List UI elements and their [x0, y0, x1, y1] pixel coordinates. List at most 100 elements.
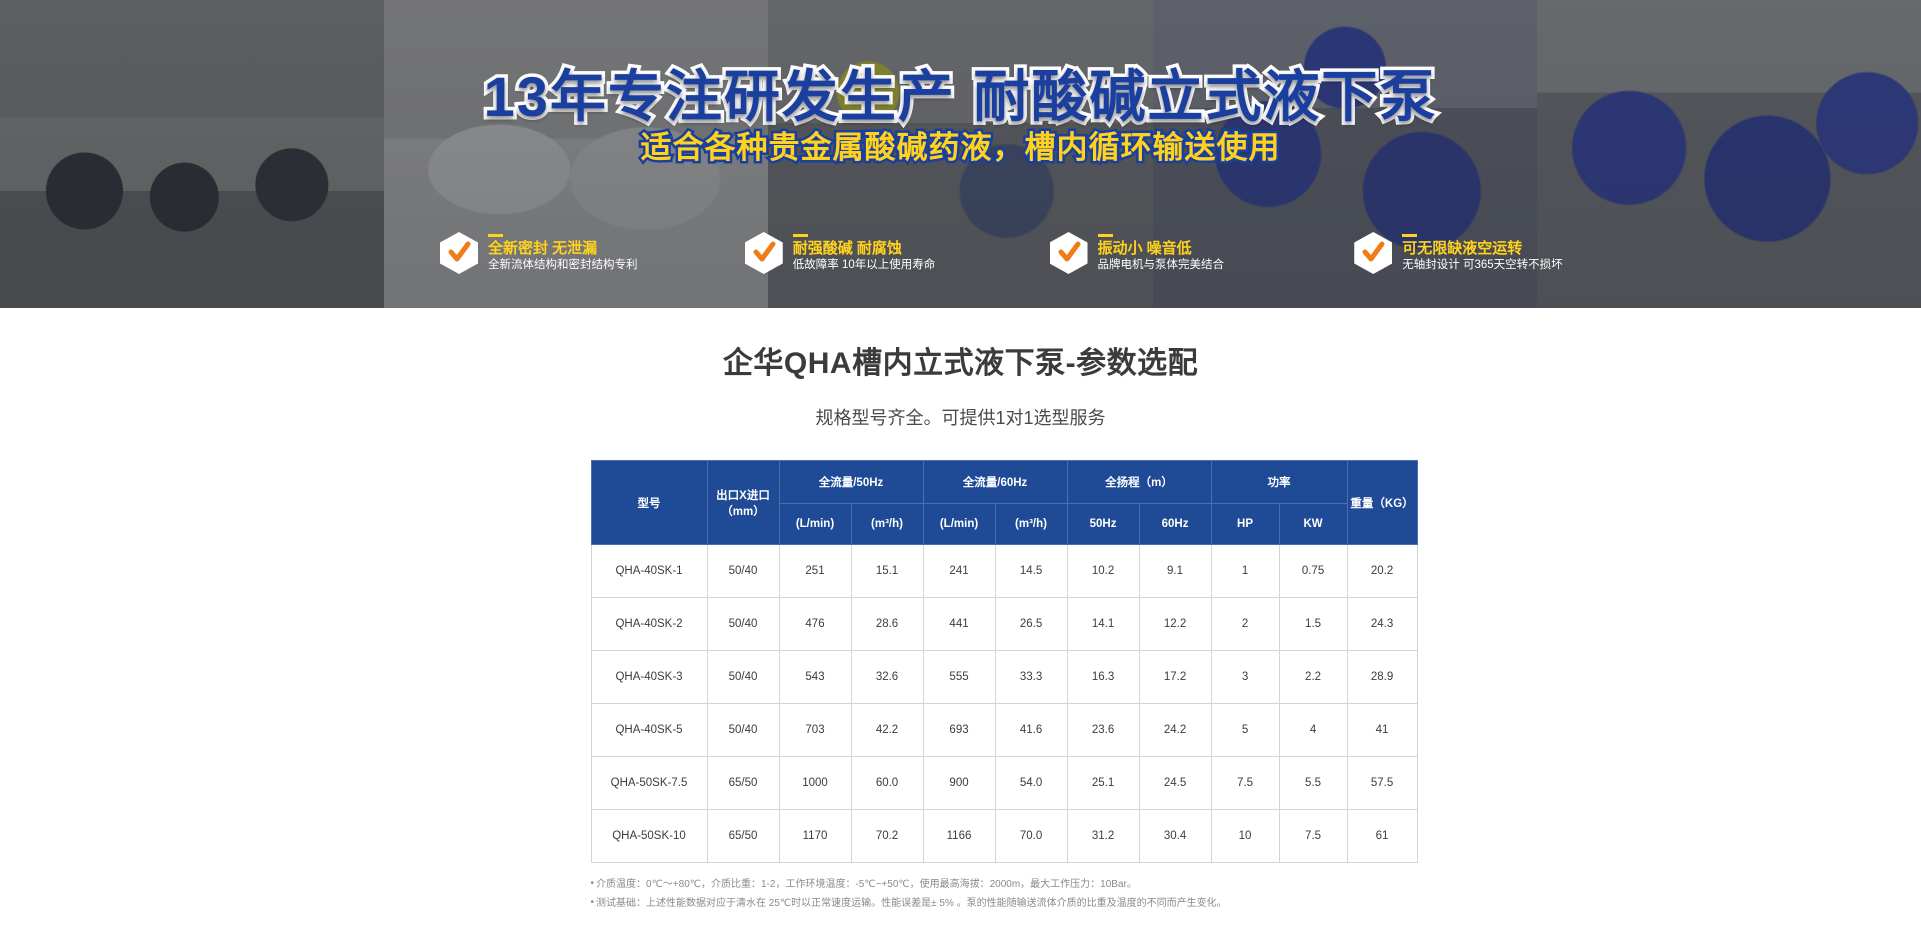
cell-f50-m3h: 60.0	[850, 756, 924, 810]
cell-head-60hz: 9.1	[1138, 544, 1212, 598]
cell-weight: 24.3	[1346, 597, 1418, 651]
spec-table-body: QHA-40SK-1 50/40 251 15.1 241 14.5 10.2 9.1 1 0.7…	[590, 544, 1418, 863]
cell-port: 50/40	[706, 597, 780, 651]
col-header-f60-m3h: (m³/h)	[994, 503, 1068, 545]
banner-feature-list: 全新密封 无泄漏 全新流体结构和密封结构专利 耐强酸碱 耐腐蚀 低故障率 10年…	[440, 232, 1631, 274]
hero-banner: 13年专注研发生产 耐酸碱立式液下泵 适合各种贵金属酸碱药液，槽内循环输送使用 …	[0, 0, 1921, 308]
cell-f50-m3h: 42.2	[850, 703, 924, 757]
table-row: QHA-50SK-10 65/50 1170 70.2 1166 70.0 31.2 30.4…	[590, 809, 1418, 863]
cell-weight: 41	[1346, 703, 1418, 757]
cell-head-50hz: 31.2	[1066, 809, 1140, 863]
cell-f60-lmin: 693	[922, 703, 996, 757]
feature-title: 可无限缺液空运转	[1402, 239, 1523, 257]
cell-port: 50/40	[706, 544, 780, 598]
cell-head-50hz: 23.6	[1066, 703, 1140, 757]
cell-port: 50/40	[706, 703, 780, 757]
footnote-item: • 测试基础：上述性能数据对应于清水在 25℃时以正常速度运输。性能误差是± 5%…	[590, 897, 1227, 909]
table-row: QHA-40SK-5 50/40 703 42.2 693 41.6 23.6 24.2 5 4 4…	[590, 703, 1418, 757]
cell-head-50hz: 14.1	[1066, 597, 1140, 651]
feature-subtitle: 品牌电机与泵体完美结合	[1097, 259, 1225, 272]
col-header-flow-50hz: 全流量/50Hz	[778, 460, 924, 504]
cell-f60-lmin: 241	[922, 544, 996, 598]
cell-hp: 2	[1210, 597, 1280, 651]
cell-model: QHA-40SK-5	[590, 703, 708, 757]
cell-hp: 1	[1210, 544, 1280, 598]
feature-subtitle: 全新流体结构和密封结构专利	[488, 259, 638, 272]
cell-f50-lmin: 476	[778, 597, 852, 651]
cell-hp: 3	[1210, 650, 1280, 704]
spec-table-wrapper: 型号 出口X进口 （mm） 全流量/50Hz 全流量/60Hz 全扬程（m） 功…	[590, 460, 1418, 863]
check-hexagon-icon	[1354, 232, 1393, 274]
cell-head-60hz: 24.5	[1138, 756, 1212, 810]
col-header-port: 出口X进口 （mm）	[706, 460, 780, 545]
table-row: QHA-40SK-3 50/40 543 32.6 555 33.3 16.3 17.2 3 2.…	[590, 650, 1418, 704]
feature-dash	[1402, 233, 1418, 237]
cell-f60-m3h: 33.3	[994, 650, 1068, 704]
cell-head-60hz: 17.2	[1138, 650, 1212, 704]
feature-dash	[792, 233, 808, 237]
col-header-hp: HP	[1210, 503, 1280, 545]
cell-model: QHA-40SK-3	[590, 650, 708, 704]
col-header-model: 型号	[590, 460, 708, 545]
banner-dark-overlay	[0, 0, 1921, 308]
cell-f50-lmin: 543	[778, 650, 852, 704]
cell-weight: 28.9	[1346, 650, 1418, 704]
cell-f60-lmin: 441	[922, 597, 996, 651]
check-hexagon-icon	[440, 232, 478, 274]
cell-f50-lmin: 1000	[778, 756, 852, 810]
footnote-text: 测试基础：上述性能数据对应于清水在 25℃时以正常速度运输。性能误差是± 5% …	[596, 898, 1227, 909]
cell-f60-m3h: 14.5	[994, 544, 1068, 598]
cell-head-60hz: 24.2	[1138, 703, 1212, 757]
cell-f60-lmin: 555	[922, 650, 996, 704]
cell-f50-m3h: 70.2	[850, 809, 924, 863]
feature-title: 耐强酸碱 耐腐蚀	[792, 239, 902, 257]
spec-section: 企华QHA槽内立式液下泵-参数选配 规格型号齐全。可提供1对1选型服务 型号 出…	[0, 308, 1921, 913]
cell-f60-m3h: 41.6	[994, 703, 1068, 757]
cell-kw: 4	[1278, 703, 1348, 757]
feature-title: 全新密封 无泄漏	[488, 239, 598, 257]
cell-kw: 7.5	[1278, 809, 1348, 863]
cell-head-60hz: 30.4	[1138, 809, 1212, 863]
cell-f50-lmin: 251	[778, 544, 852, 598]
cell-weight: 61	[1346, 809, 1418, 863]
cell-hp: 10	[1210, 809, 1280, 863]
banner-headline: 13年专注研发生产 耐酸碱立式液下泵	[480, 62, 1439, 132]
cell-model: QHA-40SK-2	[590, 597, 708, 651]
cell-kw: 0.75	[1278, 544, 1348, 598]
check-hexagon-icon	[1049, 232, 1088, 274]
cell-port: 65/50	[706, 809, 780, 863]
feature-item-1: 全新密封 无泄漏 全新流体结构和密封结构专利	[440, 232, 717, 274]
cell-model: QHA-50SK-7.5	[590, 756, 708, 810]
footnote-item: • 介质温度：0℃～+80℃，介质比重：1-2，工作环境温度：-5℃~+50℃，使…	[590, 878, 1137, 890]
cell-port: 50/40	[706, 650, 780, 704]
cell-kw: 1.5	[1278, 597, 1348, 651]
cell-f50-m3h: 32.6	[850, 650, 924, 704]
footnote-text: 介质温度：0℃～+80℃，介质比重：1-2，工作环境温度：-5℃~+50℃，使用…	[596, 879, 1137, 890]
col-header-power: 功率	[1210, 460, 1348, 504]
cell-weight: 57.5	[1346, 756, 1418, 810]
cell-f60-m3h: 54.0	[994, 756, 1068, 810]
check-hexagon-icon	[744, 232, 783, 274]
page-title: 企华QHA槽内立式液下泵-参数选配	[722, 347, 1199, 380]
cell-f60-m3h: 70.0	[994, 809, 1068, 863]
cell-head-50hz: 16.3	[1066, 650, 1140, 704]
feature-item-2: 耐强酸碱 耐腐蚀 低故障率 10年以上使用寿命	[744, 232, 1022, 274]
cell-model: QHA-50SK-10	[590, 809, 708, 863]
cell-f50-m3h: 15.1	[850, 544, 924, 598]
feature-title: 振动小 噪音低	[1097, 239, 1192, 257]
cell-f50-lmin: 1170	[778, 809, 852, 863]
cell-f50-m3h: 28.6	[850, 597, 924, 651]
spec-table: 型号 出口X进口 （mm） 全流量/50Hz 全流量/60Hz 全扬程（m） 功…	[590, 460, 1418, 863]
cell-head-50hz: 25.1	[1066, 756, 1140, 810]
cell-f60-lmin: 900	[922, 756, 996, 810]
cell-port: 65/50	[706, 756, 780, 810]
cell-hp: 5	[1210, 703, 1280, 757]
page-subtitle: 规格型号齐全。可提供1对1选型服务	[815, 408, 1106, 428]
col-header-port-line2: （mm）	[721, 505, 765, 518]
col-header-head-50hz: 50Hz	[1066, 503, 1140, 545]
cell-kw: 2.2	[1278, 650, 1348, 704]
cell-f60-lmin: 1166	[922, 809, 996, 863]
col-header-f50-m3h: (m³/h)	[850, 503, 924, 545]
banner-subheadline: 适合各种贵金属酸碱药液，槽内循环输送使用	[638, 128, 1282, 168]
cell-kw: 5.5	[1278, 756, 1348, 810]
